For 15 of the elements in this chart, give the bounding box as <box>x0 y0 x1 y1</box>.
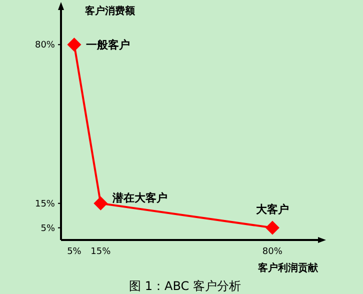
x-tick-label: 80% <box>262 247 283 257</box>
x-tick-label: 5% <box>67 247 82 257</box>
point <box>94 196 108 210</box>
point <box>67 38 82 52</box>
annotation: 大客户 <box>256 202 289 216</box>
y-tick-label: 15% <box>34 199 56 210</box>
point <box>265 220 280 235</box>
y-tick-label: 80% <box>34 40 56 51</box>
x-axis-title: 客户利润贡献 <box>257 262 319 274</box>
y-tick-label: 5% <box>40 224 56 234</box>
caption: 图 1：ABC 客户分析 <box>129 279 241 293</box>
annotation: 一般客户 <box>86 38 130 52</box>
y-axis-title: 客户消费额 <box>84 5 136 17</box>
x-tick-label: 15% <box>90 247 112 257</box>
annotation: 潜在大客户 <box>112 191 168 204</box>
